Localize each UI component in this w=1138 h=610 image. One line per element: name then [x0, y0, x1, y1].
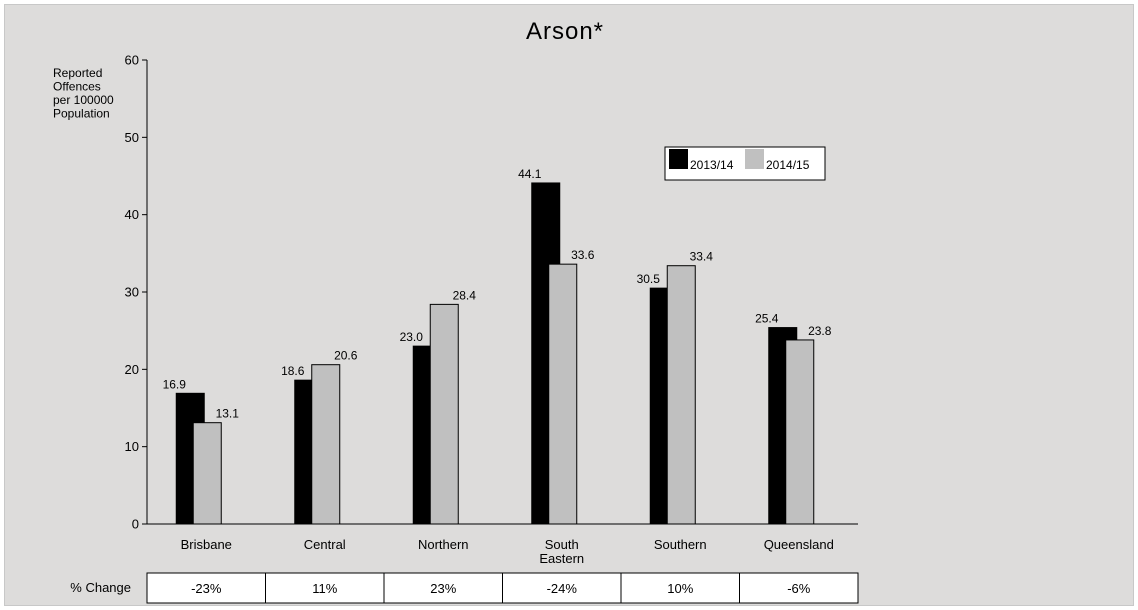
y-tick-label: 40 [125, 207, 139, 222]
legend: 2013/14 2014/15 [664, 146, 826, 181]
y-tick-label: 50 [125, 130, 139, 145]
x-tick-label: Eastern [539, 551, 584, 566]
bar-2014-15 [311, 364, 341, 525]
data-label: 23.8 [808, 324, 832, 338]
x-tick-label: Southern [654, 537, 707, 552]
data-label: 30.5 [637, 272, 661, 286]
bar-2014-15 [192, 422, 222, 525]
data-label: 28.4 [453, 288, 477, 302]
y-axis-label-line: Population [53, 107, 110, 121]
data-label: 44.1 [518, 167, 542, 181]
x-tick-label: Central [304, 537, 346, 552]
y-tick-label: 60 [125, 53, 139, 68]
axes: 0 10 20 30 40 50 60 Brisbane Central Northern Sout… [125, 53, 858, 566]
percent-change-table: % Change -23% 11% 23% -24% 10% -6% [70, 572, 859, 604]
change-table-value: 23% [430, 581, 456, 596]
chart-frame: Arson* Reported Offences per 100000 Populat… [4, 4, 1134, 606]
x-tick-label: South [545, 537, 579, 552]
change-table-label: % Change [70, 580, 131, 595]
change-table-value: 11% [312, 581, 337, 596]
change-table-value: -24% [547, 581, 578, 596]
data-label: 13.1 [216, 407, 240, 421]
legend-label: 2014/15 [766, 158, 810, 172]
data-label: 16.9 [163, 377, 187, 391]
change-table-value: 10% [667, 581, 693, 596]
bars: 16.9 13.1 18.6 20.6 23.0 28.4 44.1 33.6 30.5 33.4… [163, 167, 832, 525]
bar-2014-15 [429, 303, 459, 525]
legend-swatch-2013-14 [669, 149, 688, 169]
x-tick-label: Brisbane [181, 537, 232, 552]
bar-2014-15 [785, 339, 815, 525]
legend-label: 2013/14 [690, 158, 734, 172]
bar-2014-15 [666, 265, 696, 525]
data-label: 20.6 [334, 349, 358, 363]
y-axis-label-line: per 100000 [53, 93, 114, 107]
x-tick-label: Northern [418, 537, 469, 552]
y-tick-label: 0 [132, 517, 139, 532]
data-label: 25.4 [755, 312, 779, 326]
chart-title: Arson* [526, 18, 604, 45]
x-tick-label: Queensland [764, 537, 834, 552]
y-tick-label: 10 [125, 439, 139, 454]
y-axis-label-line: Offences [53, 80, 101, 94]
data-label: 33.4 [690, 250, 714, 264]
data-label: 33.6 [571, 248, 595, 262]
bar-2014-15 [548, 263, 578, 525]
y-tick-label: 20 [125, 362, 139, 377]
y-axis-label-line: Reported [53, 66, 102, 80]
y-tick-label: 30 [125, 285, 139, 300]
change-table-value: -23% [191, 581, 222, 596]
change-table-value: -6% [787, 581, 811, 596]
data-label: 23.0 [400, 330, 424, 344]
data-label: 18.6 [281, 364, 305, 378]
legend-swatch-2014-15 [745, 149, 764, 169]
